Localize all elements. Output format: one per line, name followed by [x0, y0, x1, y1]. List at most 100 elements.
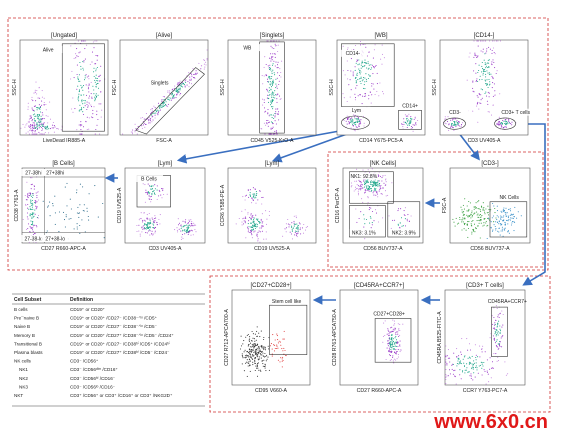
event-dot	[488, 218, 490, 220]
table-cell: CD3⁺ /CD56⁺ or CD3⁺ /CD16⁺ or CD3⁺ /NKG2…	[70, 393, 173, 398]
event-dot	[96, 80, 98, 82]
event-dot	[253, 347, 255, 349]
event-dot	[31, 212, 33, 214]
event-dot	[282, 235, 284, 237]
event-dot	[258, 350, 260, 352]
event-dot	[377, 185, 379, 187]
event-dot	[159, 214, 161, 216]
event-dot	[445, 361, 447, 363]
event-dot	[486, 48, 488, 50]
event-dot	[150, 198, 152, 201]
event-dot	[151, 193, 153, 195]
event-dot	[448, 124, 450, 126]
event-dot	[364, 182, 366, 184]
event-dot	[188, 227, 190, 229]
event-dot	[255, 365, 257, 367]
event-dot	[282, 359, 284, 362]
event-dot	[140, 218, 142, 220]
event-dot	[484, 53, 486, 55]
event-dot	[257, 352, 259, 354]
event-dot	[356, 184, 358, 186]
event-dot	[456, 122, 458, 124]
event-dot	[460, 351, 462, 353]
event-dot	[274, 112, 276, 115]
event-dot	[154, 232, 156, 234]
event-dot	[505, 126, 507, 128]
event-dot	[362, 201, 364, 203]
event-dot	[243, 370, 245, 372]
event-dot	[268, 115, 270, 117]
gate-label-bg	[272, 297, 301, 305]
event-dot	[258, 348, 260, 350]
event-dot	[80, 68, 82, 70]
event-dot	[203, 59, 205, 61]
event-dot	[389, 359, 391, 362]
flow-plot: Stem cell like[CD27+CD28+]CD95 V660-ACD2…	[224, 283, 311, 394]
event-dot	[382, 187, 384, 189]
event-dot	[494, 221, 496, 223]
event-dot	[502, 235, 504, 237]
event-dot	[487, 72, 489, 74]
event-dot	[496, 330, 498, 332]
gate-label: CD45RA+CCR7+	[488, 299, 527, 305]
event-dot	[452, 363, 454, 365]
event-dot	[88, 128, 90, 130]
event-dot	[38, 199, 40, 201]
event-dot	[503, 120, 505, 122]
event-dot	[295, 227, 297, 230]
event-dot	[399, 329, 401, 331]
event-dot	[475, 80, 477, 83]
event-dot	[37, 117, 39, 119]
event-dot	[241, 363, 243, 365]
y-axis-label: SSC-H	[432, 79, 438, 95]
event-dot	[150, 113, 152, 115]
event-dot	[410, 119, 412, 121]
event-dot	[469, 361, 471, 363]
event-dot	[198, 62, 200, 64]
event-dot	[368, 98, 370, 100]
event-dot	[409, 122, 411, 124]
event-dot	[191, 75, 193, 77]
event-dot	[35, 100, 37, 102]
event-dot	[254, 360, 256, 362]
event-dot	[268, 77, 270, 79]
event-dot	[267, 40, 269, 42]
event-dot	[98, 103, 100, 105]
event-dot	[272, 63, 274, 65]
event-dot	[376, 181, 378, 183]
event-dot	[277, 359, 279, 361]
event-dot	[496, 210, 499, 212]
event-dot	[178, 90, 180, 93]
event-dot	[480, 210, 482, 212]
event-dot	[246, 334, 248, 337]
event-dot	[82, 67, 84, 69]
event-dot	[173, 94, 175, 96]
event-dot	[256, 367, 258, 369]
event-dot	[250, 350, 252, 352]
event-dot	[172, 98, 174, 100]
event-dot	[480, 99, 482, 101]
event-dot	[388, 342, 390, 344]
event-dot	[52, 205, 54, 207]
event-dot	[451, 368, 453, 370]
event-dot	[250, 219, 252, 221]
event-dot	[393, 348, 395, 350]
event-dot	[511, 214, 514, 216]
event-dot	[357, 64, 359, 66]
event-dot	[41, 133, 43, 135]
event-dot	[458, 355, 460, 357]
event-dot	[43, 133, 45, 135]
event-dot	[483, 224, 485, 226]
event-dot	[494, 207, 496, 210]
event-dot	[497, 122, 499, 124]
event-dot	[92, 109, 94, 111]
event-dot	[157, 109, 159, 111]
panel-title: [Alive]	[156, 33, 173, 39]
event-dot	[358, 185, 360, 187]
event-dot	[353, 190, 355, 192]
event-dot	[87, 85, 89, 87]
event-dot	[501, 310, 503, 312]
event-dot	[148, 119, 150, 121]
event-dot	[190, 223, 192, 225]
event-dot	[296, 233, 298, 235]
